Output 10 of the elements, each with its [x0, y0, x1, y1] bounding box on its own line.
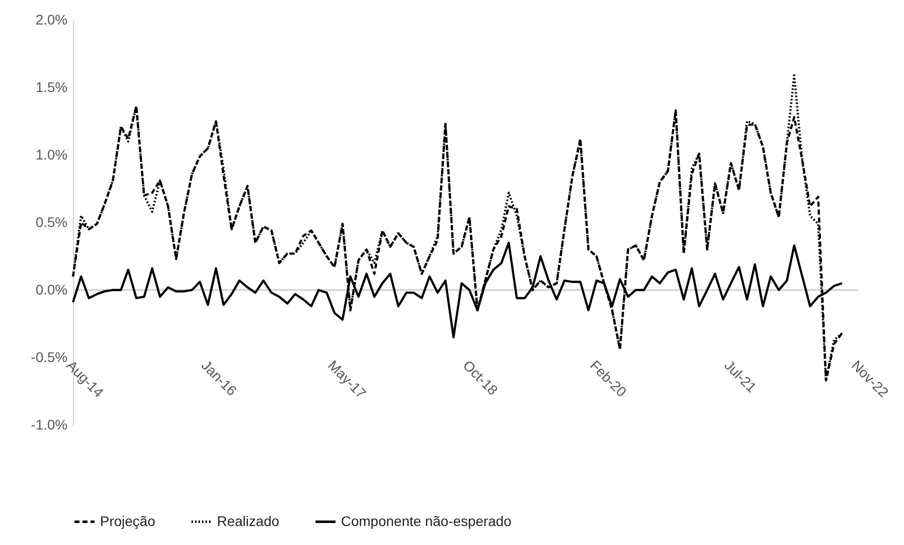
y-tick-label: -1.0%	[30, 416, 68, 432]
y-tick-label: 0.5%	[36, 214, 68, 230]
legend-label: Projeção	[100, 512, 156, 529]
y-tick-label: 1.5%	[36, 79, 68, 95]
y-tick-label: -0.5%	[30, 349, 68, 365]
y-tick-label: 2.0%	[36, 12, 68, 28]
y-tick-label: 0.0%	[36, 282, 68, 298]
legend-label: Realizado	[217, 512, 280, 529]
y-tick-label: 1.0%	[36, 146, 68, 162]
legend-label: Componente não-esperado	[341, 512, 512, 529]
